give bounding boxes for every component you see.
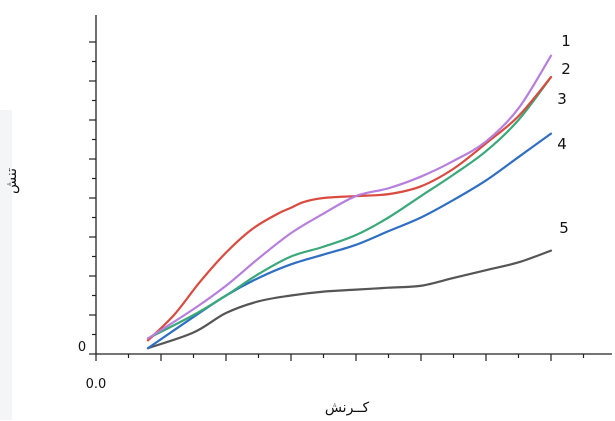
- series-label-2: 2: [561, 60, 571, 78]
- series-line-1: [146, 54, 553, 340]
- series-labels: 1 2 3 4 5: [557, 32, 571, 237]
- axis-ticks: [89, 41, 585, 361]
- series-label-1: 1: [561, 32, 571, 50]
- y-tick-label-0: 0: [78, 340, 86, 355]
- x-axis-label: کــرنش: [325, 400, 370, 416]
- series-label-5: 5: [559, 219, 569, 237]
- series-line-2: [146, 76, 553, 342]
- series-line-3: [146, 76, 553, 340]
- left-edge-strip: [0, 110, 12, 420]
- series-label-3: 3: [557, 90, 567, 108]
- series-line-5: [146, 249, 553, 350]
- series-lines: [146, 54, 553, 350]
- series-line-4: [146, 132, 553, 350]
- series-label-4: 4: [557, 135, 567, 153]
- y-axis-label: تنش: [4, 168, 20, 194]
- x-tick-label-0: 0.0: [86, 377, 107, 392]
